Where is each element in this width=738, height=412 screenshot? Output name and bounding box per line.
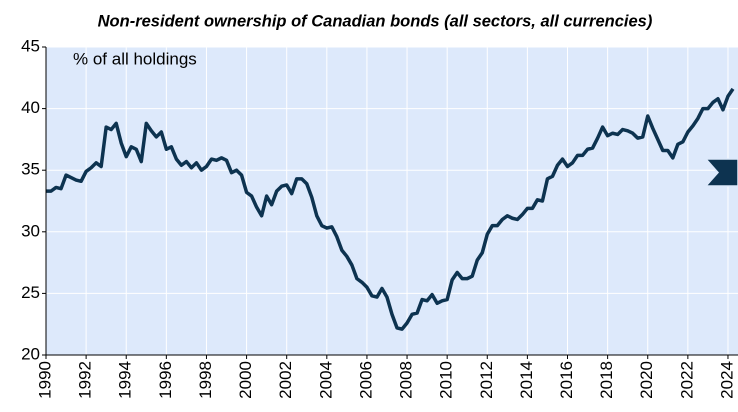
- x-tick-label: 2014: [517, 361, 536, 399]
- y-tick-label: 45: [21, 36, 40, 55]
- x-tick-label: 2016: [557, 361, 576, 399]
- grid: [45, 46, 738, 356]
- line-series: [46, 87, 735, 331]
- x-tick-label: 2020: [637, 361, 656, 399]
- x-tick-label: 1994: [116, 361, 135, 399]
- marks: [46, 87, 735, 331]
- x-tick-label: 2022: [677, 361, 696, 399]
- x-tick-label: 1992: [76, 361, 95, 399]
- x-tick-label: 1998: [196, 361, 215, 399]
- chart-title: Non-resident ownership of Canadian bonds…: [98, 12, 653, 30]
- x-tick-label: 2006: [356, 361, 375, 399]
- x-tick-label: 1990: [35, 361, 54, 399]
- y-tick-label: 35: [21, 160, 40, 179]
- y-tick-label: 20: [21, 344, 40, 363]
- y-axis-label: % of all holdings: [73, 49, 197, 68]
- x-tick-label: 2000: [236, 361, 255, 399]
- x-tick-label: 2002: [276, 361, 295, 399]
- x-tick-label: 2010: [437, 361, 456, 399]
- x-tick-label: 2018: [597, 361, 616, 399]
- y-tick-label: 30: [21, 221, 40, 240]
- x-tick-label: 2008: [397, 361, 416, 399]
- y-tick-label: 40: [21, 98, 40, 117]
- plot-background: [46, 47, 738, 355]
- y-tick-label: 25: [21, 283, 40, 302]
- x-tick-label: 2024: [717, 361, 736, 399]
- marker-arrow: [704, 158, 738, 187]
- x-tick-label: 2004: [316, 361, 335, 399]
- x-tick-label: 1996: [156, 361, 175, 399]
- x-tick-label: 2012: [477, 361, 496, 399]
